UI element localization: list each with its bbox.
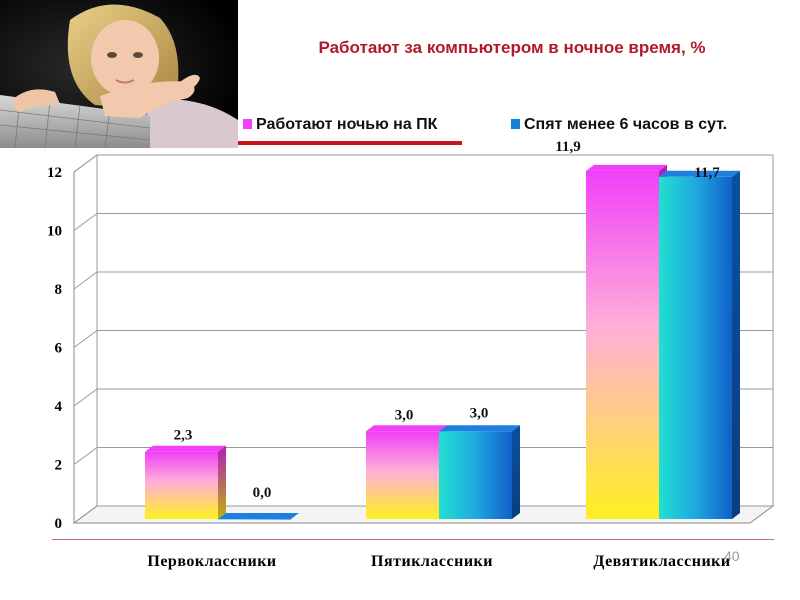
legend-underline: [238, 141, 462, 145]
y-tick-label: 8: [55, 282, 63, 298]
gridline: [73, 330, 773, 348]
x-axis-categories: Первоклассники Пятиклассники Девятиклассни…: [147, 553, 730, 570]
data-labels-group: 2,3 0,0 3,0 3,0 11,9 11,7: [174, 139, 721, 501]
data-label: 0,0: [253, 485, 272, 501]
bar-top: [659, 170, 740, 177]
y-tick-label: 6: [55, 341, 63, 357]
data-label: 11,9: [555, 139, 580, 155]
x-category-label: Пятиклассники: [371, 553, 493, 570]
legend-item-series-1: Работают ночью на ПК: [243, 116, 437, 134]
bar: [366, 431, 439, 519]
bar-top: [586, 164, 667, 171]
chart-title: Работают за компьютером в ночное время, …: [318, 38, 706, 57]
bar-side: [732, 170, 740, 519]
gridline: [73, 213, 773, 231]
y-gridlines: [73, 154, 773, 524]
gridline: [73, 154, 773, 173]
gridline: [73, 271, 773, 290]
legend-label-series-1: Работают ночью на ПК: [256, 116, 438, 133]
bottom-rule: [52, 539, 774, 540]
legend-label-series-2: Спят менее 6 часов в сут.: [524, 116, 728, 133]
data-label: 11,7: [694, 165, 720, 181]
bar: [218, 519, 291, 520]
slide-number: 40: [724, 548, 740, 564]
legend-swatch-blue: [511, 119, 520, 129]
bar-top: [145, 445, 226, 452]
bar-top: [218, 513, 299, 519]
bar-top: [366, 425, 447, 432]
bar-top: [439, 425, 520, 432]
gridline: [73, 505, 773, 524]
y-axis-ticks: 0 2 4 6 8 10 12: [47, 165, 63, 532]
bar-side: [218, 445, 226, 519]
y-tick-label: 0: [55, 516, 63, 532]
child-at-laptop-photo: [0, 0, 238, 149]
bar-side: [512, 425, 520, 519]
gridline: [73, 388, 773, 407]
x-category-label: Первоклассники: [147, 553, 276, 570]
data-label: 3,0: [395, 407, 414, 423]
data-label: 2,3: [174, 428, 193, 444]
legend-item-series-2: Спят менее 6 часов в сут.: [511, 116, 727, 134]
data-label: 3,0: [470, 405, 489, 421]
bar: [439, 431, 512, 519]
bar: [586, 170, 659, 520]
bars-group: [145, 164, 740, 520]
y-tick-label: 12: [47, 165, 62, 181]
gridline: [73, 447, 773, 465]
y-tick-label: 10: [47, 224, 62, 240]
legend-swatch-magenta: [243, 119, 252, 129]
y-tick-label: 4: [55, 399, 63, 415]
y-tick-label: 2: [55, 458, 63, 474]
bar: [145, 451, 218, 519]
x-category-label: Девятиклассники: [593, 553, 730, 570]
bar: [659, 176, 732, 519]
